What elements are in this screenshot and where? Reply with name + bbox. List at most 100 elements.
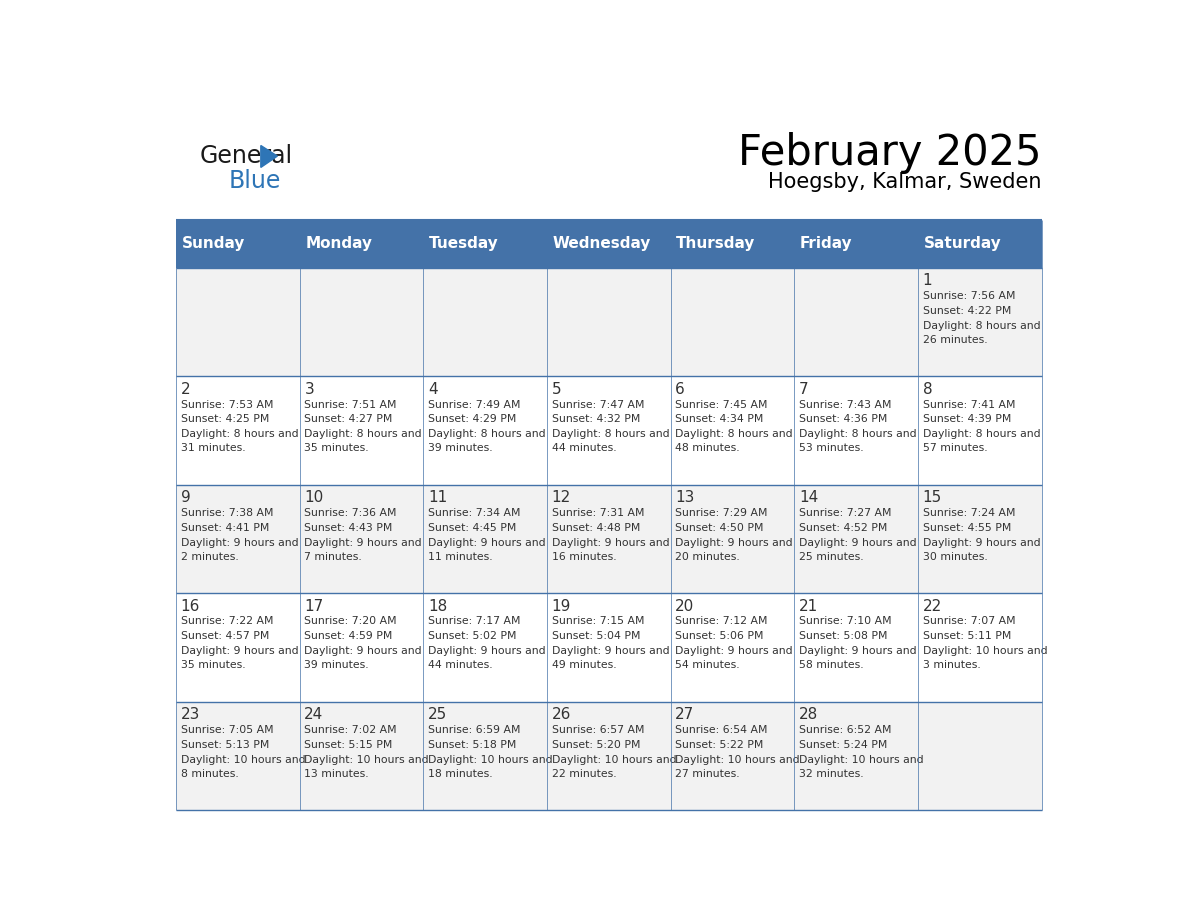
Text: Sunrise: 6:59 AM: Sunrise: 6:59 AM [428,725,520,734]
Bar [176,593,299,701]
Bar [546,485,671,593]
Text: 24: 24 [304,707,323,722]
Bar [299,701,423,810]
Text: Sunrise: 7:38 AM: Sunrise: 7:38 AM [181,508,273,518]
Text: 30 minutes.: 30 minutes. [923,552,987,562]
Text: Daylight: 9 hours and: Daylight: 9 hours and [181,646,298,656]
Text: Sunset: 5:13 PM: Sunset: 5:13 PM [181,740,270,750]
Text: Sunrise: 6:57 AM: Sunrise: 6:57 AM [551,725,644,734]
Text: 23: 23 [181,707,200,722]
Text: Sunrise: 7:45 AM: Sunrise: 7:45 AM [675,399,767,409]
Text: Blue: Blue [228,169,282,193]
Bar [176,701,299,810]
Bar [176,376,299,485]
Text: Sunrise: 7:24 AM: Sunrise: 7:24 AM [923,508,1015,518]
Text: 49 minutes.: 49 minutes. [551,660,617,670]
Text: Sunset: 5:18 PM: Sunset: 5:18 PM [428,740,517,750]
Text: Friday: Friday [800,236,853,252]
Text: Sunset: 4:52 PM: Sunset: 4:52 PM [798,523,887,532]
Text: 13 minutes.: 13 minutes. [304,768,369,778]
Bar [546,701,671,810]
Text: 25 minutes.: 25 minutes. [798,552,864,562]
Text: Sunset: 4:45 PM: Sunset: 4:45 PM [428,523,517,532]
Text: 54 minutes.: 54 minutes. [675,660,740,670]
Bar [795,219,918,268]
Text: Sunrise: 7:43 AM: Sunrise: 7:43 AM [798,399,891,409]
Text: 5: 5 [551,382,561,397]
Text: 27 minutes.: 27 minutes. [675,768,740,778]
Bar [423,219,546,268]
Text: Wednesday: Wednesday [552,236,651,252]
Text: Daylight: 9 hours and: Daylight: 9 hours and [428,538,545,548]
Bar [299,485,423,593]
Text: Daylight: 9 hours and: Daylight: 9 hours and [675,646,792,656]
Text: 44 minutes.: 44 minutes. [551,443,617,453]
Text: 35 minutes.: 35 minutes. [304,443,369,453]
Text: Monday: Monday [305,236,372,252]
Bar [918,268,1042,376]
Text: Sunrise: 7:02 AM: Sunrise: 7:02 AM [304,725,397,734]
Bar [423,376,546,485]
Text: Sunrise: 7:31 AM: Sunrise: 7:31 AM [551,508,644,518]
Bar [795,268,918,376]
Text: 11 minutes.: 11 minutes. [428,552,493,562]
Text: Sunrise: 7:20 AM: Sunrise: 7:20 AM [304,616,397,626]
Bar [299,376,423,485]
Text: Sunrise: 7:05 AM: Sunrise: 7:05 AM [181,725,273,734]
Text: 6: 6 [675,382,685,397]
Text: Sunrise: 7:27 AM: Sunrise: 7:27 AM [798,508,891,518]
Bar [423,485,546,593]
Text: Sunset: 4:22 PM: Sunset: 4:22 PM [923,306,1011,316]
Text: 4: 4 [428,382,437,397]
Text: Sunset: 5:15 PM: Sunset: 5:15 PM [304,740,393,750]
Text: 3 minutes.: 3 minutes. [923,660,980,670]
Text: 8: 8 [923,382,933,397]
Text: Sunrise: 7:51 AM: Sunrise: 7:51 AM [304,399,397,409]
Text: Sunrise: 7:34 AM: Sunrise: 7:34 AM [428,508,520,518]
Text: Sunset: 5:22 PM: Sunset: 5:22 PM [675,740,764,750]
Text: Daylight: 9 hours and: Daylight: 9 hours and [428,646,545,656]
Text: 39 minutes.: 39 minutes. [428,443,493,453]
Text: Sunset: 4:34 PM: Sunset: 4:34 PM [675,414,764,424]
Text: Thursday: Thursday [676,236,756,252]
Text: Daylight: 9 hours and: Daylight: 9 hours and [304,646,422,656]
Text: Sunrise: 7:47 AM: Sunrise: 7:47 AM [551,399,644,409]
Text: Sunset: 4:43 PM: Sunset: 4:43 PM [304,523,393,532]
Text: 12: 12 [551,490,571,505]
Text: Tuesday: Tuesday [429,236,499,252]
Text: Daylight: 9 hours and: Daylight: 9 hours and [551,646,669,656]
Text: 22: 22 [923,599,942,614]
Bar [423,593,546,701]
Bar [671,376,795,485]
Bar [546,219,671,268]
Text: 26: 26 [551,707,571,722]
Bar [918,219,1042,268]
Text: 26 minutes.: 26 minutes. [923,335,987,345]
Bar [795,593,918,701]
Bar [423,701,546,810]
Text: 35 minutes.: 35 minutes. [181,660,246,670]
Text: 16: 16 [181,599,200,614]
Polygon shape [261,145,278,167]
Text: Sunrise: 7:07 AM: Sunrise: 7:07 AM [923,616,1016,626]
Bar [918,701,1042,810]
Text: 28: 28 [798,707,819,722]
Text: Sunset: 4:39 PM: Sunset: 4:39 PM [923,414,1011,424]
Text: Sunrise: 7:12 AM: Sunrise: 7:12 AM [675,616,767,626]
Bar [176,219,299,268]
Text: 39 minutes.: 39 minutes. [304,660,369,670]
Text: 57 minutes.: 57 minutes. [923,443,987,453]
Text: 11: 11 [428,490,447,505]
Bar [918,376,1042,485]
Text: Sunrise: 6:54 AM: Sunrise: 6:54 AM [675,725,767,734]
Text: Sunrise: 7:17 AM: Sunrise: 7:17 AM [428,616,520,626]
Text: 10: 10 [304,490,323,505]
Text: 2 minutes.: 2 minutes. [181,552,239,562]
Text: Sunset: 4:25 PM: Sunset: 4:25 PM [181,414,270,424]
Bar [423,268,546,376]
Text: 3: 3 [304,382,314,397]
Text: 25: 25 [428,707,447,722]
Text: 44 minutes.: 44 minutes. [428,660,493,670]
Bar [795,485,918,593]
Text: General: General [200,144,292,168]
